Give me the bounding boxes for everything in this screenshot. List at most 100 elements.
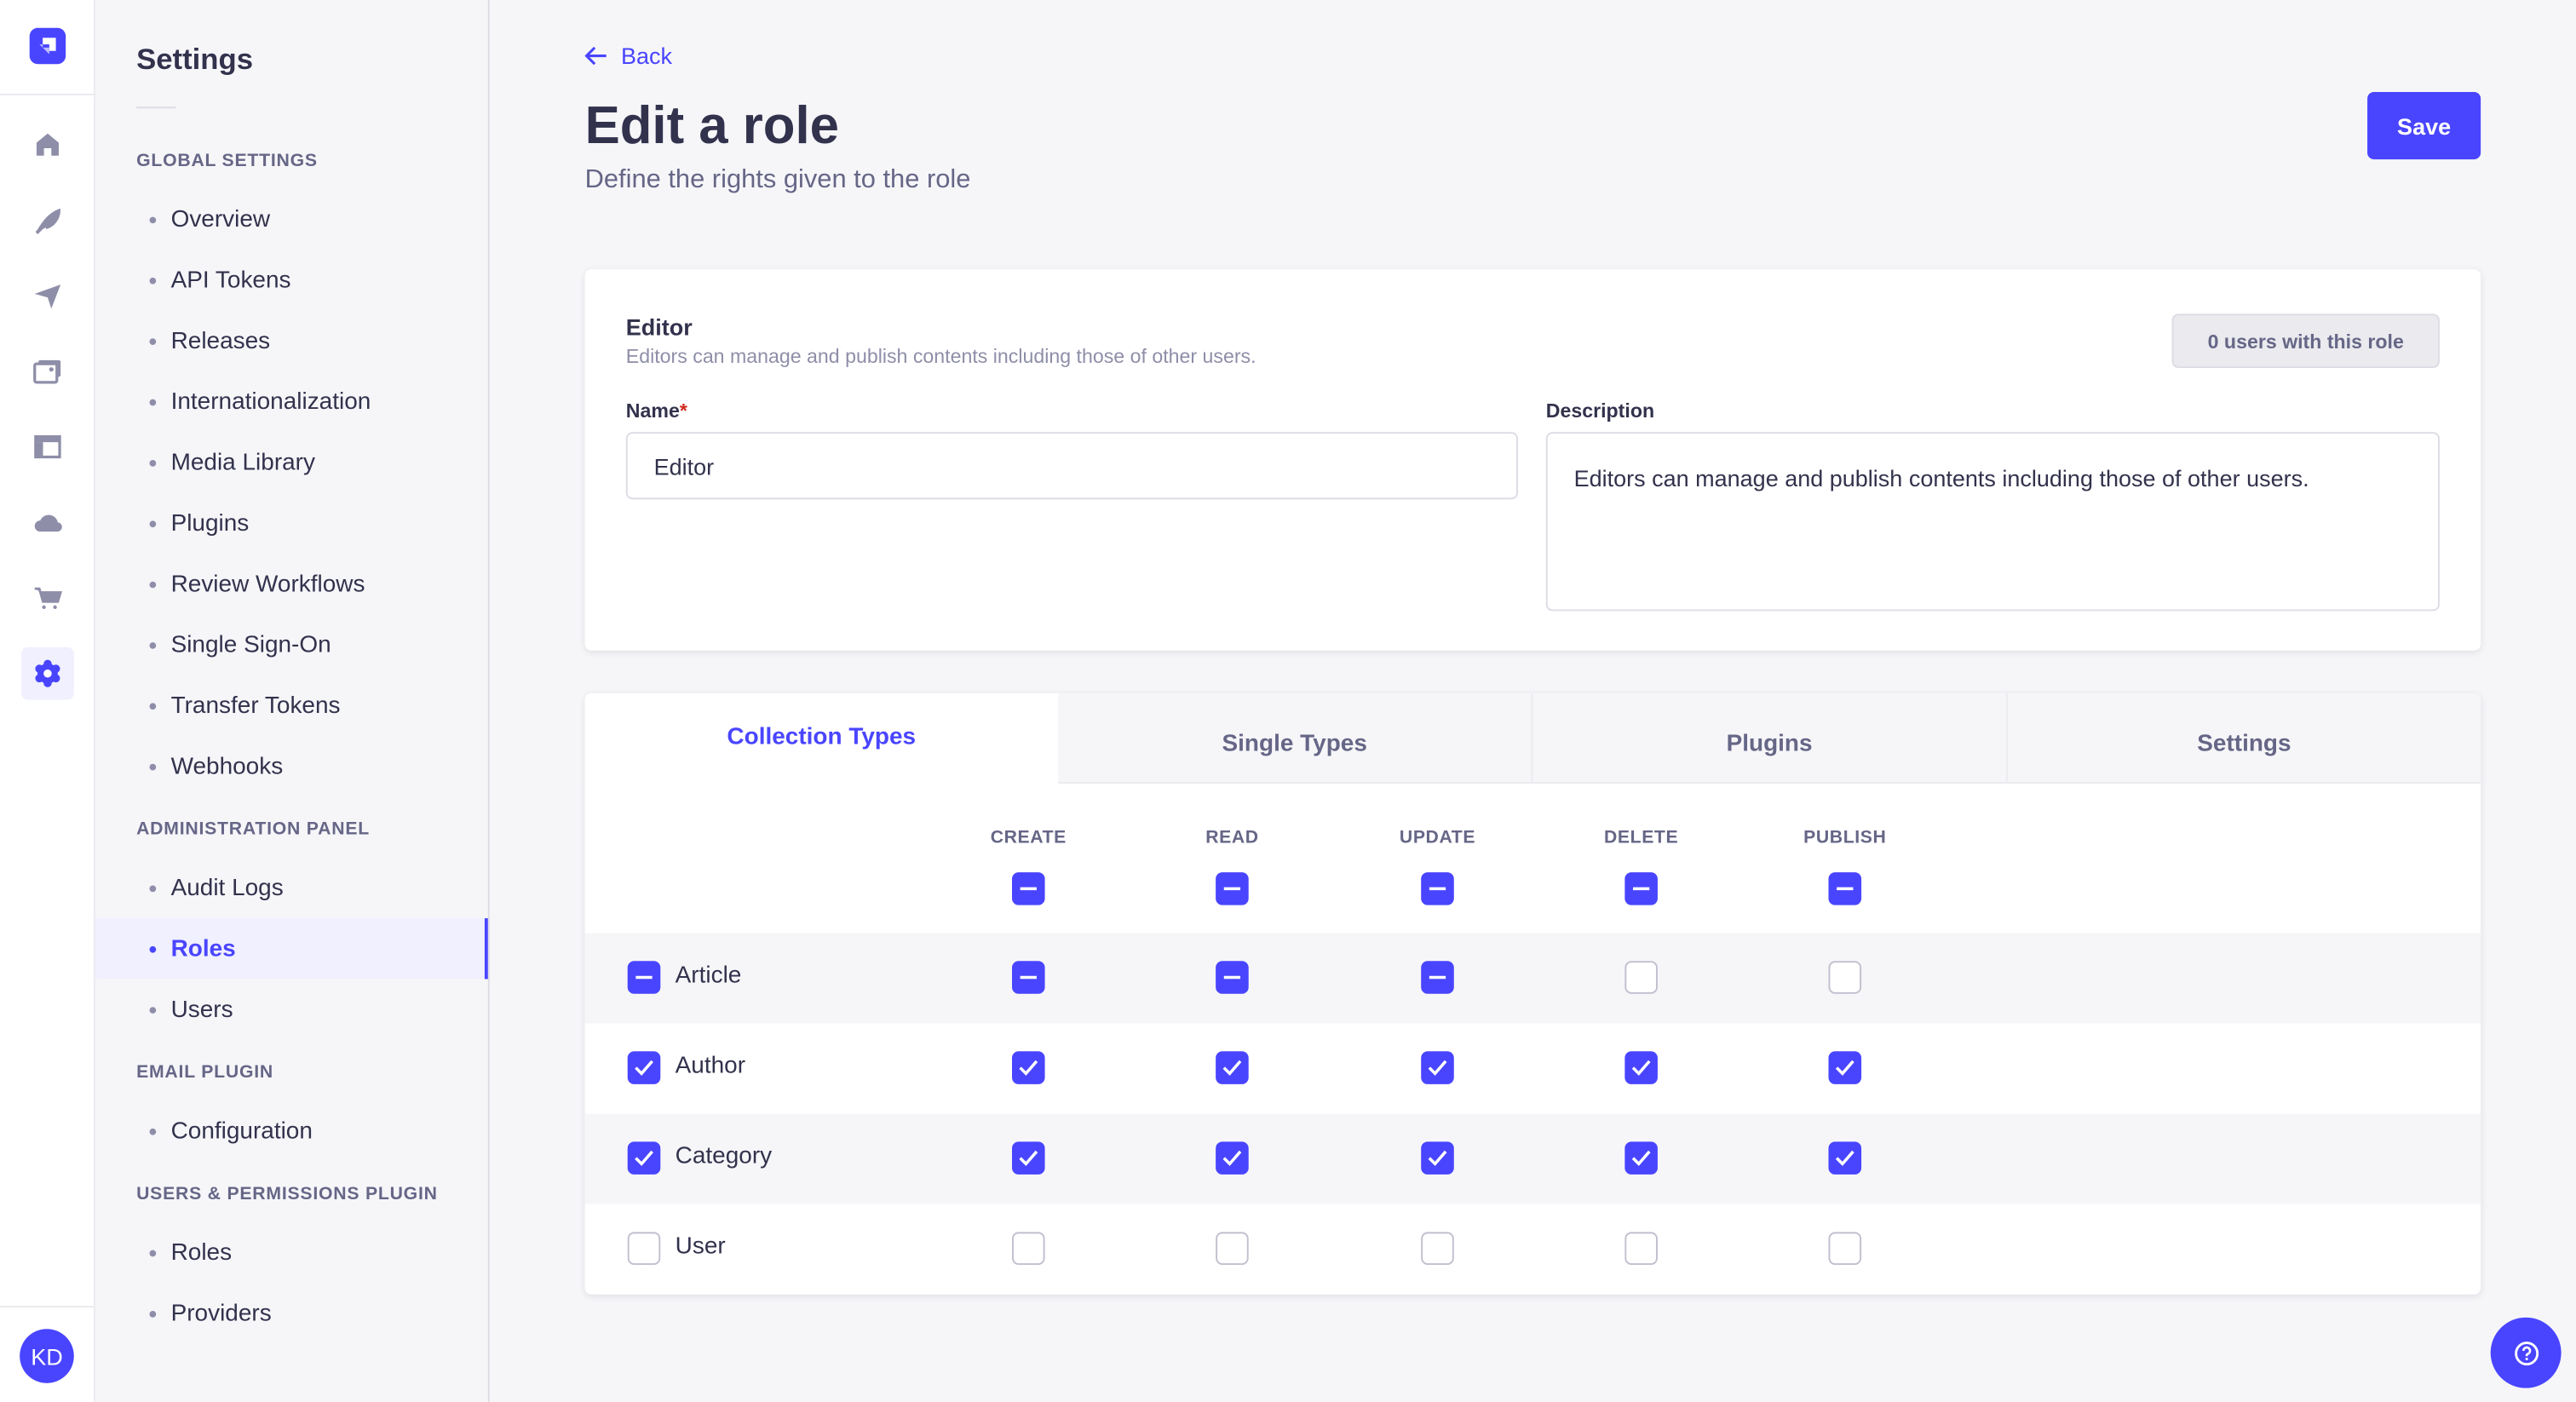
minus-icon [1429,887,1446,891]
divider [0,93,95,95]
bullet [149,215,157,223]
subnav-item-users[interactable]: Users [95,979,488,1039]
save-button[interactable]: Save [2367,91,2481,160]
row-select-checkbox[interactable] [627,1141,661,1175]
subnav-section-title: GLOBAL SETTINGS [136,151,318,171]
description-textarea[interactable]: Editors can manage and publish contents … [1545,432,2440,612]
publish-checkbox[interactable] [1828,961,1862,994]
bullet [149,702,157,710]
subnav-item-review-workflows[interactable]: Review Workflows [95,554,488,614]
role-name-heading: Editor [625,313,693,341]
subnav-item-roles[interactable]: Roles [95,918,488,980]
subnav-item-internationalization[interactable]: Internationalization [95,371,488,432]
bullet [149,459,157,466]
subnav-item-plugins[interactable]: Plugins [95,493,488,554]
select-all-update-checkbox[interactable] [1421,872,1454,905]
publish-checkbox[interactable] [1828,1141,1862,1175]
subnav-item-providers[interactable]: Providers [95,1283,488,1343]
row-select-checkbox[interactable] [627,961,661,994]
users-count-badge[interactable]: 0 users with this role [2171,313,2440,368]
check-icon [635,1150,653,1166]
update-checkbox[interactable] [1421,1051,1454,1084]
subnav-item-label: API Tokens [170,267,291,294]
minus-icon [635,975,653,980]
column-header-delete: DELETE [1604,827,1679,848]
subnav-item-label: Plugins [170,509,250,537]
tab-single-types[interactable]: Single Types [1057,692,1532,784]
subnav-section-title: ADMINISTRATION PANEL [136,819,370,840]
subnav-item-transfer-tokens[interactable]: Transfer Tokens [95,675,488,736]
check-icon [1428,1060,1447,1076]
check-icon [1835,1060,1854,1076]
help-button[interactable] [2490,1317,2562,1388]
create-checkbox[interactable] [1011,1051,1045,1084]
back-label: Back [620,43,673,69]
cart-icon [33,587,62,610]
question-icon [2514,1341,2539,1365]
subnav-item-label: Single Sign-On [170,631,331,658]
create-checkbox[interactable] [1011,1141,1045,1175]
tab-settings[interactable]: Settings [2005,692,2481,784]
subnav-section-title: USERS & PERMISSIONS PLUGIN [136,1184,438,1204]
bullet [149,1249,157,1256]
back-link[interactable]: Back [584,43,673,69]
nav-home[interactable] [20,118,73,171]
row-select-checkbox[interactable] [627,1232,661,1265]
nav-cloud[interactable] [20,496,73,549]
subnav-item-media-library[interactable]: Media Library [95,432,488,492]
nav-feather[interactable] [20,194,73,247]
read-checkbox[interactable] [1216,1232,1249,1265]
read-checkbox[interactable] [1216,1051,1249,1084]
update-checkbox[interactable] [1421,961,1454,994]
subnav-item-roles[interactable]: Roles [95,1222,488,1283]
select-all-create-checkbox[interactable] [1011,872,1045,905]
subnav-item-label: Roles [170,935,236,962]
subnav-item-api-tokens[interactable]: API Tokens [95,250,488,310]
update-checkbox[interactable] [1421,1232,1454,1265]
name-input[interactable]: Editor [625,432,1518,500]
update-checkbox[interactable] [1421,1141,1454,1175]
subnav-item-configuration[interactable]: Configuration [95,1100,488,1161]
subnav-item-webhooks[interactable]: Webhooks [95,736,488,796]
permission-row-author: Author [585,1023,2481,1113]
bullet [149,580,157,588]
name-label-text: Name [625,399,680,422]
create-checkbox[interactable] [1011,961,1045,994]
bullet [149,884,157,892]
publish-checkbox[interactable] [1828,1232,1862,1265]
page-subtitle: Define the rights given to the role [584,165,971,194]
nav-layout[interactable] [20,421,73,474]
description-label: Description [1545,399,1655,422]
main-content: Back Edit a role Define the rights given… [490,0,2576,1402]
delete-checkbox[interactable] [1624,1232,1658,1265]
strapi-logo[interactable] [28,27,66,65]
read-checkbox[interactable] [1216,1141,1249,1175]
subnav-item-overview[interactable]: Overview [95,189,488,250]
publish-checkbox[interactable] [1828,1051,1862,1084]
check-icon [1835,1150,1854,1166]
create-checkbox[interactable] [1011,1232,1045,1265]
subnav-item-label: Configuration [170,1118,313,1145]
select-all-publish-checkbox[interactable] [1828,872,1862,905]
delete-checkbox[interactable] [1624,961,1658,994]
nav-settings[interactable] [20,646,73,700]
delete-checkbox[interactable] [1624,1141,1658,1175]
cloud-icon [33,514,61,532]
delete-checkbox[interactable] [1624,1051,1658,1084]
subnav-item-single-sign-on[interactable]: Single Sign-On [95,614,488,675]
nav-paper-plane[interactable] [20,269,73,322]
divider [136,106,176,109]
tab-plugins[interactable]: Plugins [1531,692,2006,784]
select-all-delete-checkbox[interactable] [1624,872,1658,905]
nav-cart[interactable] [20,572,73,624]
user-avatar[interactable]: KD [20,1329,74,1383]
select-all-read-checkbox[interactable] [1216,872,1249,905]
nav-media[interactable] [20,345,73,398]
minus-icon [1223,887,1241,891]
read-checkbox[interactable] [1216,961,1249,994]
permission-row-article: Article [584,933,2481,1024]
subnav-item-audit-logs[interactable]: Audit Logs [95,858,488,918]
tab-collection-types[interactable]: Collection Types [584,692,1058,784]
row-select-checkbox[interactable] [627,1051,661,1084]
subnav-item-releases[interactable]: Releases [95,310,488,371]
